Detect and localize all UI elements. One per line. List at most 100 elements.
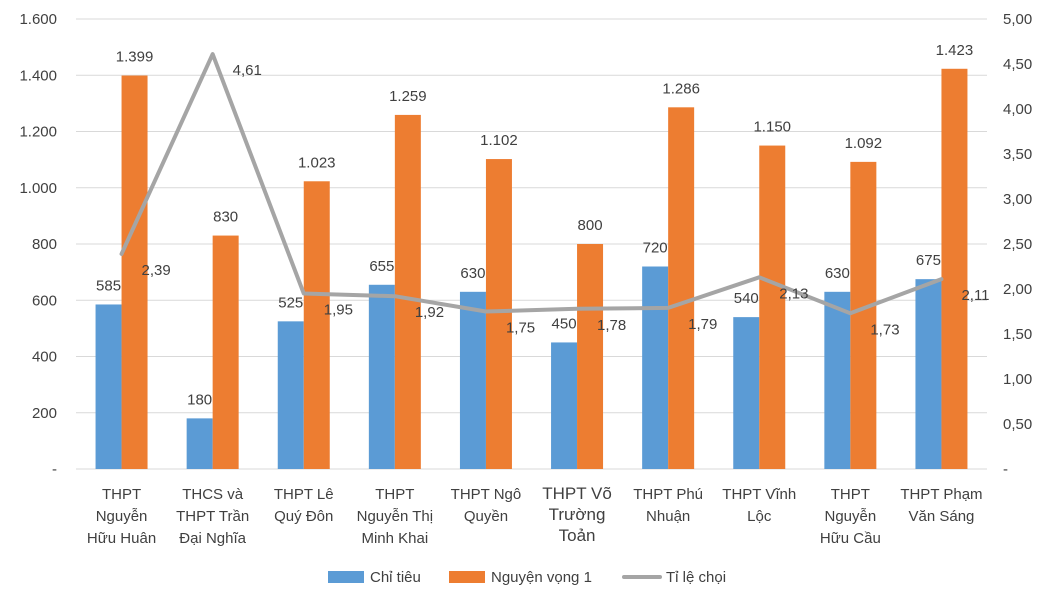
category-label: THPT Phạm Văn Sáng <box>900 486 982 525</box>
line-series <box>121 54 941 313</box>
left-tick-label: 200 <box>32 405 57 422</box>
bar-chi-tieu <box>369 285 395 469</box>
category-label-line: THPT Phạm <box>900 486 982 503</box>
right-tick-label: 1,50 <box>1003 326 1032 343</box>
category-label-line: Nhuận <box>646 508 690 525</box>
data-label-chi-tieu: 585 <box>96 277 121 294</box>
right-tick-label: 1,00 <box>1003 371 1032 388</box>
bar-chi-tieu <box>551 342 577 469</box>
bar-chi-tieu <box>460 292 486 469</box>
bar-chi-tieu <box>824 292 850 469</box>
left-tick-label: 800 <box>32 236 57 253</box>
data-label-ti-le-choi: 1,79 <box>688 316 717 333</box>
category-label: THPT Vĩnh Lộc <box>722 486 796 525</box>
left-tick-label: 400 <box>32 349 57 366</box>
data-label-ti-le-choi: 1,78 <box>597 317 626 334</box>
right-tick-label: 2,00 <box>1003 281 1032 298</box>
category-label-line: THCS và <box>182 486 244 503</box>
category-label-line: Hữu Huân <box>87 530 156 547</box>
category-label-line: THPT <box>831 486 870 503</box>
left-tick-label: 600 <box>32 292 57 309</box>
bar-nguyen-vong-1 <box>486 159 512 469</box>
category-label-line: THPT Lê <box>274 486 334 503</box>
right-tick-label: - <box>1003 461 1008 478</box>
left-tick-label: 1.000 <box>19 180 57 197</box>
right-tick-label: 4,50 <box>1003 56 1032 73</box>
category-label-line: Quý Đôn <box>274 508 333 525</box>
right-tick-label: 2,50 <box>1003 236 1032 253</box>
data-label-nguyen-vong-1: 1.102 <box>480 132 518 149</box>
data-label-chi-tieu: 525 <box>278 294 303 311</box>
category-label-line: Quyền <box>464 508 508 525</box>
data-label-chi-tieu: 180 <box>187 391 212 408</box>
category-label-line: THPT <box>102 486 141 503</box>
data-label-ti-le-choi: 4,61 <box>233 62 262 79</box>
left-axis-ticks: - 200 400 600 800 1.000 1.200 1.400 1.600 <box>19 11 57 478</box>
category-label: THPT Nguyễn Hữu Cầu <box>820 486 881 547</box>
right-axis-ticks: - 0,50 1,00 1,50 2,00 2,50 3,00 3,50 4,00 4,50 5,0… <box>1003 11 1032 478</box>
category-label-line: Hữu Cầu <box>820 530 881 547</box>
legend-label: Chỉ tiêu <box>370 569 421 586</box>
data-label-ti-le-choi: 1,95 <box>324 302 353 319</box>
bar-chi-tieu <box>187 418 213 469</box>
data-label-ti-le-choi: 2,39 <box>142 262 171 279</box>
category-label-line: THPT Ngô <box>451 486 522 503</box>
bar-nguyen-vong-1 <box>668 107 694 469</box>
category-label-line: Toản <box>559 526 596 545</box>
line-ti-le-choi <box>122 54 942 313</box>
data-label-chi-tieu: 675 <box>916 252 941 269</box>
right-tick-label: 5,00 <box>1003 11 1032 28</box>
category-label: THCS và THPT Trần Đại Nghĩa <box>176 486 249 547</box>
right-tick-label: 0,50 <box>1003 416 1032 433</box>
right-tick-label: 4,00 <box>1003 101 1032 118</box>
legend-swatch <box>449 571 485 583</box>
category-label-line: Nguyễn Thị <box>357 508 433 525</box>
bar-chi-tieu <box>96 304 122 469</box>
bar-nguyen-vong-1 <box>850 162 876 469</box>
data-label-nguyen-vong-1: 800 <box>578 217 603 234</box>
data-label-chi-tieu: 630 <box>460 265 485 282</box>
legend-swatch <box>328 571 364 583</box>
bar-nguyen-vong-1 <box>759 146 785 469</box>
data-label-ti-le-choi: 2,13 <box>779 285 808 302</box>
data-label-nguyen-vong-1: 1.023 <box>298 154 336 171</box>
category-label: THPT Lê Quý Đôn <box>274 486 334 525</box>
category-label: THPT Phú Nhuận <box>633 486 703 525</box>
category-axis-labels: THPT Nguyễn Hữu Huân THCS và THPT Trần Đại Ng… <box>87 484 983 547</box>
legend-item[interactable]: Chỉ tiêu <box>328 569 421 586</box>
left-tick-label: - <box>52 461 57 478</box>
legend-label: Nguyện vọng 1 <box>491 569 592 586</box>
bar-nguyen-vong-1 <box>577 244 603 469</box>
category-label-line: Nguyễn <box>824 508 876 525</box>
data-label-ti-le-choi: 2,11 <box>961 287 989 304</box>
bar-chi-tieu <box>642 267 668 470</box>
data-label-ti-le-choi: 1,92 <box>415 304 444 321</box>
legend[interactable]: Chỉ tiêu Nguyện vọng 1 Tỉ lệ chọi <box>328 569 726 586</box>
legend-label: Tỉ lệ chọi <box>666 569 726 586</box>
data-label-chi-tieu: 655 <box>369 258 394 275</box>
category-label-line: THPT Trần <box>176 508 249 525</box>
category-label-line: Minh Khai <box>361 530 428 547</box>
data-label-chi-tieu: 630 <box>825 265 850 282</box>
category-label-line: Lộc <box>747 508 772 525</box>
left-tick-label: 1.600 <box>19 11 57 28</box>
category-label: THPT Võ Trường Toản <box>542 484 612 545</box>
data-label-nguyen-vong-1: 830 <box>213 209 238 226</box>
right-tick-label: 3,50 <box>1003 146 1032 163</box>
data-label-nguyen-vong-1: 1.423 <box>936 42 974 59</box>
left-tick-label: 1.400 <box>19 67 57 84</box>
category-label-line: Đại Nghĩa <box>179 530 246 547</box>
legend-item[interactable]: Tỉ lệ chọi <box>624 569 726 586</box>
data-label-chi-tieu: 720 <box>643 240 668 257</box>
legend-item[interactable]: Nguyện vọng 1 <box>449 569 592 586</box>
combo-chart: -2004006008001.0001.2001.4001.600 -0,501… <box>0 0 1048 604</box>
category-label-line: THPT <box>375 486 414 503</box>
category-label: THPT Nguyễn Hữu Huân <box>87 486 156 547</box>
data-label-nguyen-vong-1: 1.092 <box>845 135 883 152</box>
data-label-nguyen-vong-1: 1.286 <box>662 80 700 97</box>
data-label-chi-tieu: 540 <box>734 290 759 307</box>
category-label-line: THPT Phú <box>633 486 703 503</box>
data-label-nguyen-vong-1: 1.259 <box>389 88 427 105</box>
category-label-line: Trường <box>549 505 606 524</box>
data-label-ti-le-choi: 1,73 <box>870 321 899 338</box>
